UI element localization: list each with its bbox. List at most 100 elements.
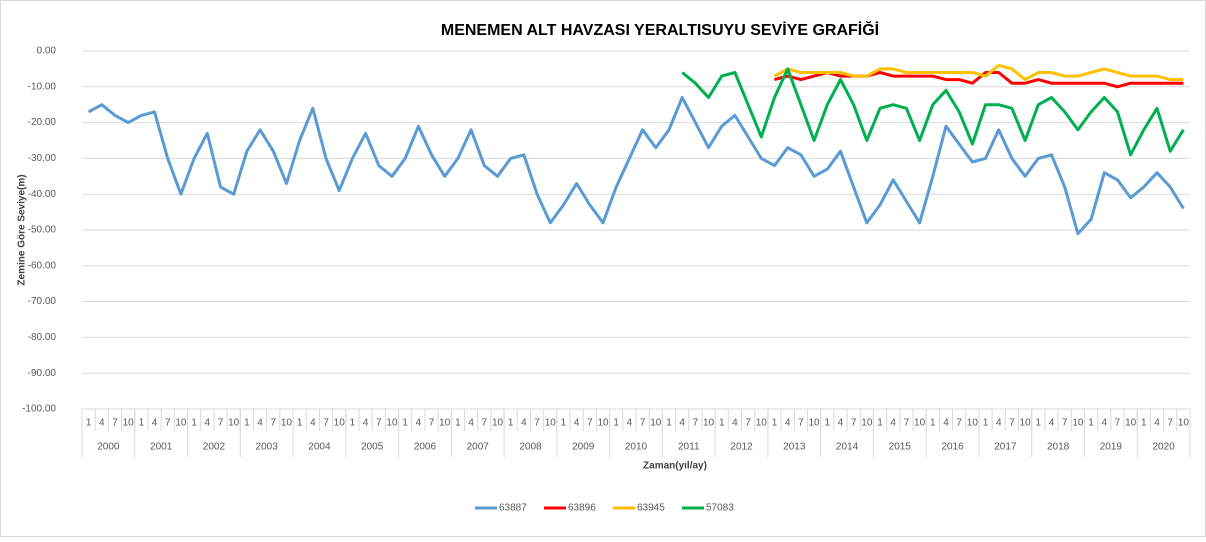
x-tick-label: 4 [468,418,474,429]
series-line [87,96,1185,236]
series-line [773,63,1184,82]
x-tick-label: 4 [205,418,211,429]
x-tick-label: 4 [785,418,791,429]
x-tick-label: 4 [99,418,105,429]
x-tick-label: 10 [1178,418,1190,429]
x-tick-label: 10 [1072,418,1084,429]
x-tick-label: 4 [1101,418,1107,429]
x-tick-label: 4 [627,418,633,429]
y-tick-label: 0.00 [37,46,57,57]
x-tick-label: 7 [745,418,751,429]
x-tick-label: 7 [851,418,857,429]
x-tick-label: 10 [545,418,557,429]
x-tick-label: 7 [640,418,646,429]
x-tick-label: 7 [323,418,329,429]
x-group-label: 2009 [572,442,595,453]
x-group-label: 2020 [1152,442,1175,453]
x-group-label: 2017 [994,442,1017,453]
x-tick-label: 1 [719,418,725,429]
x-tick-label: 10 [967,418,979,429]
x-tick-label: 1 [455,418,461,429]
x-tick-label: 4 [416,418,422,429]
x-group-label: 2019 [1100,442,1123,453]
x-group-label: 2007 [467,442,490,453]
x-tick-label: 10 [1125,418,1137,429]
y-tick-label: -30.00 [28,153,57,164]
x-tick-label: 4 [1049,418,1055,429]
x-tick-label: 1 [666,418,672,429]
x-group-label: 2013 [783,442,806,453]
x-tick-label: 1 [508,418,514,429]
x-tick-label: 1 [191,418,197,429]
x-tick-label: 10 [281,418,293,429]
y-axis-title: Zemine Göre Seviye(m) [17,174,28,285]
x-tick-label: 1 [983,418,989,429]
x-tick-label: 10 [386,418,398,429]
x-tick-label: 10 [334,418,346,429]
y-tick-label: -90.00 [28,368,57,379]
x-tick-label: 1 [561,418,567,429]
x-tick-label: 7 [270,418,276,429]
x-tick-label: 4 [1154,418,1160,429]
x-group-label: 2005 [361,442,384,453]
x-tick-label: 4 [679,418,685,429]
x-tick-label: 10 [650,418,662,429]
x-group-label: 2001 [150,442,173,453]
y-tick-label: -40.00 [28,189,57,200]
x-tick-label: 4 [890,418,896,429]
x-group-label: 2008 [519,442,542,453]
x-tick-label: 7 [165,418,171,429]
x-tick-label: 7 [376,418,382,429]
x-tick-label: 1 [244,418,250,429]
x-tick-label: 4 [574,418,580,429]
x-tick-label: 1 [613,418,619,429]
x-axis-title: Zaman(yıl/ay) [643,461,707,472]
y-tick-label: -80.00 [28,332,57,343]
x-tick-label: 7 [429,418,435,429]
x-tick-label: 4 [996,418,1002,429]
x-tick-label: 10 [439,418,451,429]
x-tick-label: 1 [824,418,830,429]
legend-label: 63887 [499,503,527,514]
x-tick-label: 10 [809,418,821,429]
x-tick-label: 10 [861,418,873,429]
x-group-label: 2006 [414,442,437,453]
x-group-label: 2010 [625,442,648,453]
x-tick-label: 7 [693,418,699,429]
y-tick-label: -100.00 [22,404,56,415]
x-group-label: 2012 [730,442,753,453]
x-group-label: 2003 [256,442,279,453]
x-tick-label: 1 [877,418,883,429]
y-tick-label: -20.00 [28,117,57,128]
x-tick-label: 10 [492,418,504,429]
x-tick-label: 7 [482,418,488,429]
x-tick-label: 7 [904,418,910,429]
x-group-label: 2014 [836,442,859,453]
y-tick-label: -50.00 [28,225,57,236]
x-tick-label: 7 [534,418,540,429]
x-tick-label: 10 [123,418,135,429]
x-tick-label: 10 [597,418,609,429]
y-tick-label: -10.00 [28,81,57,92]
x-tick-label: 4 [838,418,844,429]
x-tick-label: 7 [1009,418,1015,429]
x-tick-label: 1 [930,418,936,429]
x-tick-label: 10 [703,418,715,429]
x-group-label: 2004 [308,442,331,453]
series-line [681,67,1185,157]
x-tick-label: 7 [1167,418,1173,429]
legend-label: 63896 [568,503,596,514]
x-tick-label: 1 [86,418,92,429]
x-tick-label: 10 [756,418,768,429]
x-tick-label: 1 [772,418,778,429]
y-tick-label: -70.00 [28,296,57,307]
y-tick-label: -60.00 [28,260,57,271]
x-tick-label: 7 [798,418,804,429]
x-tick-label: 4 [363,418,369,429]
legend-label: 57083 [706,503,734,514]
x-tick-label: 7 [587,418,593,429]
x-group-label: 2016 [941,442,964,453]
x-tick-label: 4 [257,418,263,429]
